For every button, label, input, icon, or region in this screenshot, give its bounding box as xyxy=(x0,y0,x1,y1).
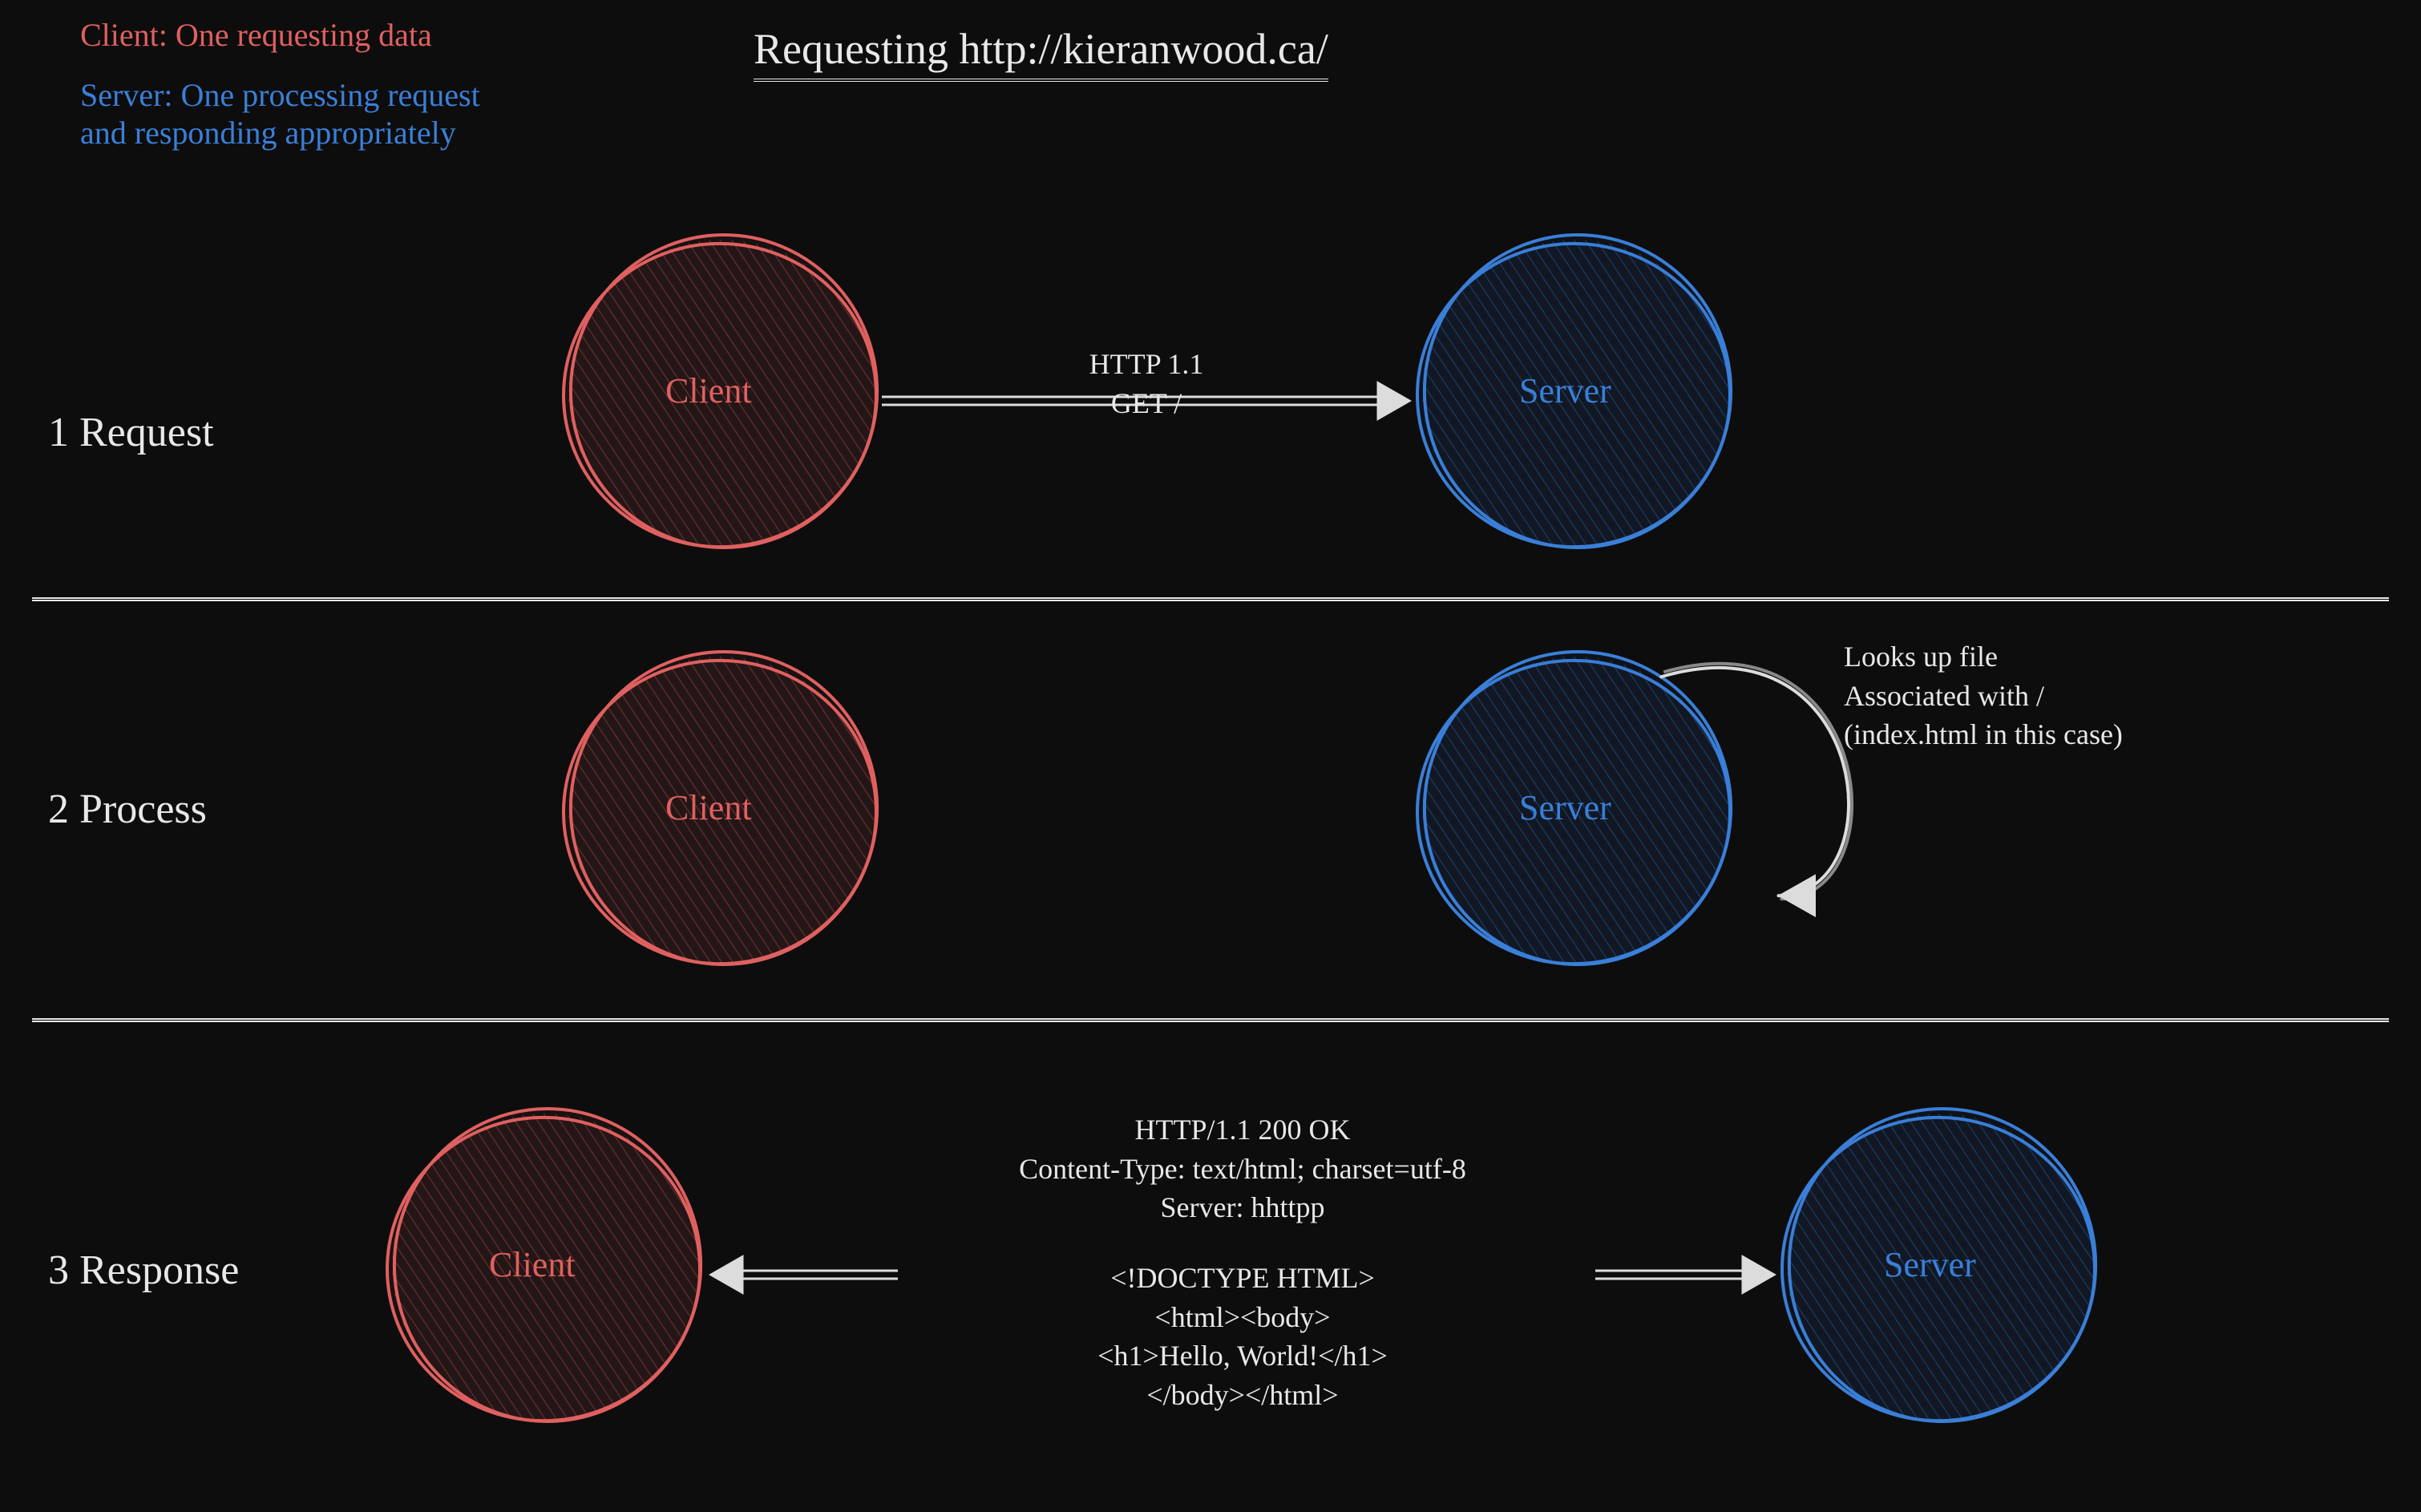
step3-response-headers: HTTP/1.1 200 OK Content-Type: text/html;… xyxy=(906,1110,1579,1227)
step-2-label: 2 Process xyxy=(48,786,207,833)
section-divider-2 xyxy=(32,1018,2389,1022)
step2-side-note: Looks up file Associated with / (index.h… xyxy=(1844,637,2261,754)
step-2-group xyxy=(253,645,1942,974)
step-3-label: 3 Response xyxy=(48,1247,239,1294)
legend-server: Server: One processing request and respo… xyxy=(80,76,480,152)
step-1-label: 1 Request xyxy=(48,409,214,456)
step3-server-node: Server xyxy=(1884,1244,1976,1285)
section-divider-1 xyxy=(32,597,2389,601)
step1-arrow-note: HTTP 1.1 GET / xyxy=(1042,345,1251,422)
diagram-title: Requesting http://kieranwood.ca/ xyxy=(754,24,1328,82)
step2-server-node: Server xyxy=(1519,787,1611,828)
step1-server-node: Server xyxy=(1519,370,1611,411)
step2-client-node: Client xyxy=(665,787,752,828)
legend-client: Client: One requesting data xyxy=(80,16,432,54)
step3-client-node: Client xyxy=(489,1244,576,1285)
step1-client-node: Client xyxy=(665,370,752,411)
step3-response-body: <!DOCTYPE HTML> <html><body> <h1>Hello, … xyxy=(906,1259,1579,1414)
